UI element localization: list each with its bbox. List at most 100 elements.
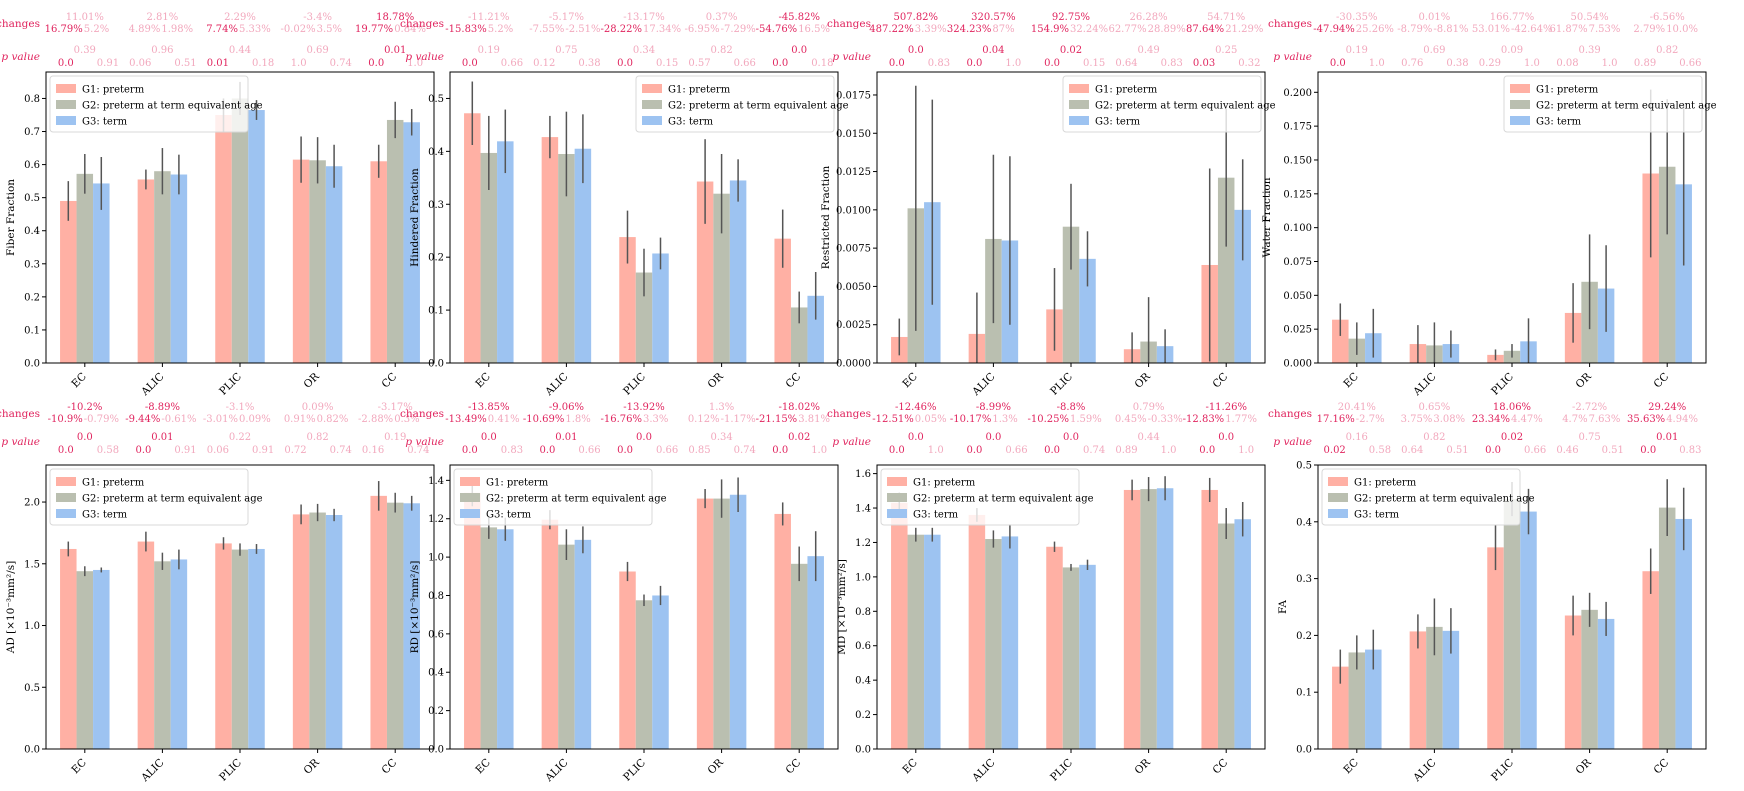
bar-cc-g2 [790,563,808,749]
plot-frame [1317,464,1707,750]
bar-alic-g1 [968,514,986,749]
pvalue-g1-g3: 0.44 [1137,432,1159,443]
pvalue-g1-g2: 0.64 [1115,58,1137,69]
x-tick-label: EC [69,371,89,391]
change-g1-g2: 0.12% [688,414,720,425]
change-g2-g3: 3.08% [1433,414,1465,425]
change-g1-g3: -45.82% [778,12,820,23]
pvalue-g2-g3: 1.0 [928,445,944,456]
legend-label-g2: G2: preterm at term equivalent age [913,494,1094,505]
y-tick-label: 0.5 [24,193,40,204]
pvalue-g2-g3: 0.18 [811,58,833,69]
y-tick-label: 0.100 [1283,223,1312,234]
legend-box [635,75,835,133]
x-tick-label: CC [1210,371,1230,391]
change-g1-g2: 2.79% [1633,24,1665,35]
legend-label-g3: G3: term [1536,117,1582,128]
y-tick-label: 1.0 [24,621,40,632]
plot-frame [449,71,839,364]
pvalue-g1-g2: 0.85 [688,445,710,456]
bar-cc-g3 [1234,519,1251,749]
pvalue-label: p value [1,51,40,63]
y-tick-label: 0.6 [855,641,871,652]
bar-cc-g2 [1658,166,1676,363]
change-g1-g3: 54.71% [1207,12,1245,23]
plot-frame [45,71,435,364]
pvalue-g1-g3: 0.39 [74,45,96,56]
change-g1-g2: -6.95% [684,24,719,35]
change-g1-g2: -2.88% [358,414,393,425]
bar-cc-g3 [1675,184,1692,363]
bar-alic-g3 [574,148,592,363]
x-tick-label: OR [706,756,727,777]
bar-ec-g1 [891,502,908,749]
pvalue-g1-g3: 0.44 [229,45,251,56]
y-axis-label: Hindered Fraction [409,168,421,267]
pvalue-label: p value [1273,436,1312,448]
pvalue-g2-g3: 0.66 [734,58,756,69]
bar-plic-g1 [215,114,232,363]
y-tick-label: 0.1 [428,306,444,317]
bar-ec-g2 [480,527,498,749]
bar-alic-g3 [574,539,592,749]
change-g2-g3: 5.33% [239,24,271,35]
legend-label-g2: G2: preterm at term equivalent age [668,101,849,112]
bar-plic-g1 [1487,547,1504,749]
y-tick-label: 1.5 [24,559,40,570]
change-g1-g2: 4.89% [129,24,161,35]
pvalue-g2-g3: 0.66 [501,58,523,69]
change-g2-g3: 7.53% [1589,24,1621,35]
y-tick-label: 0.000 [1283,359,1312,370]
change-g1-g2: 61.87% [1549,24,1587,35]
pvalue-g1-g3: 0.22 [229,432,251,443]
x-tick-label: PLIC [217,371,244,398]
bar-plic-g3 [1079,258,1096,363]
change-g1-g3: -13.17% [623,12,665,23]
legend: G1: preterm G2: preterm at term equivalen… [880,468,1094,526]
pvalue-g1-g2: 0.0 [462,445,478,456]
pvalue-g1-g3: 0.82 [710,45,732,56]
legend-swatch-g1 [1069,84,1089,93]
change-g1-g3: 0.09% [302,402,334,413]
y-tick-label: 0.1 [24,325,40,336]
pvalue-g1-g2: 0.0 [617,445,633,456]
changes-label: changes [400,18,444,30]
y-tick-label: 0.2 [1296,631,1312,642]
pvalue-g2-g3: 0.38 [578,58,600,69]
y-tick-label: 0.0050 [836,282,871,293]
bar-alic-g1 [1409,631,1427,749]
legend-label-g1: G1: preterm [1354,478,1417,489]
x-tick-label: ALIC [969,757,997,785]
pvalue-g1-g2: 0.0 [966,445,982,456]
change-g1-g2: -16.76% [600,414,642,425]
change-g2-g3: -8.81% [1433,24,1468,35]
changes-label: changes [827,18,871,30]
legend-box [1503,75,1703,133]
pvalue-g1-g2: 0.76 [1401,58,1423,69]
y-tick-label: 0.3 [428,200,444,211]
legend-box [1321,468,1521,526]
change-g2-g3: 3.39% [915,24,947,35]
changes-label: changes [1268,18,1312,30]
bar-plic-g3 [652,595,669,749]
x-tick-label: EC [69,757,89,777]
bar-ec-g2 [480,152,498,363]
x-tick-label: EC [900,757,920,777]
bar-ec-g3 [93,569,110,749]
change-g1-g3: 507.82% [894,12,939,23]
change-g2-g3: 7.63% [1589,414,1621,425]
y-tick-label: 0.0125 [836,167,871,178]
pvalue-g1-g3: 0.75 [1578,432,1600,443]
y-tick-label: 0.0000 [836,359,871,370]
pvalue-g1-g2: 0.72 [284,445,306,456]
legend-label-g3: G3: term [1095,117,1141,128]
change-g1-g3: -12.46% [895,402,937,413]
change-g1-g2: -12.83% [1183,414,1225,425]
legend-box [1062,75,1262,133]
change-g1-g2: 17.16% [1317,414,1355,425]
pvalue-g2-g3: 1.0 [1524,58,1540,69]
y-tick-label: 0.6 [24,160,40,171]
legend: G1: preterm G2: preterm at term equivalen… [635,75,849,133]
bar-alic-g2 [985,539,1002,749]
bar-plic-g3 [652,253,669,363]
